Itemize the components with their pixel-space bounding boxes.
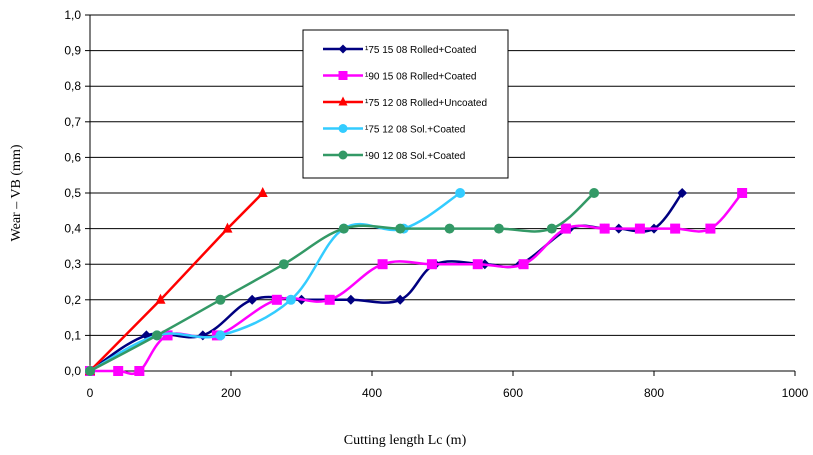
data-point [377, 259, 388, 270]
data-point [455, 188, 466, 198]
data-point [338, 223, 349, 234]
data-point [278, 259, 289, 270]
data-point [338, 124, 348, 133]
legend-entry: ¹75 12 08 Sol.+Coated [323, 124, 465, 136]
data-point [162, 330, 173, 341]
y-tick-label: 1,0 [64, 8, 81, 22]
data-point [444, 223, 455, 234]
data-point [705, 223, 716, 234]
x-tick-labels: 0 200 400 600 800 1000 [87, 386, 809, 400]
data-point [395, 294, 406, 305]
series-1 [85, 188, 688, 376]
legend-label: ¹75 12 08 Sol.+Coated [365, 125, 465, 136]
data-point [493, 223, 504, 234]
data-point [677, 188, 688, 198]
legend: ¹75 15 08 Rolled+Coated ¹90 15 08 Rolled+… [302, 29, 509, 179]
y-tick-label: 0,6 [64, 150, 81, 164]
y-tick-label: 0,0 [64, 364, 81, 378]
data-point [737, 188, 748, 198]
y-tick-label: 0,4 [64, 222, 81, 236]
data-point [589, 188, 600, 198]
series-3 [85, 187, 268, 375]
data-point [134, 366, 145, 376]
data-point [247, 294, 258, 305]
x-tick-label: 400 [362, 386, 382, 400]
series-line [89, 192, 264, 372]
data-point [197, 330, 208, 341]
data-point [85, 366, 95, 376]
data-point [395, 223, 406, 234]
data-point [338, 44, 348, 54]
x-tick-label: 0 [87, 386, 94, 400]
legend-entry: ¹75 15 08 Rolled+Coated [323, 44, 476, 56]
legend-label: ¹90 15 08 Rolled+Coated [365, 72, 476, 83]
legend-box [302, 29, 509, 179]
legend-label: ¹75 15 08 Rolled+Coated [365, 45, 476, 56]
data-point [560, 223, 571, 234]
y-tick-label: 0,7 [64, 115, 81, 129]
data-point [113, 366, 124, 376]
y-axis-title: Wear – VB (mm) [9, 144, 24, 241]
data-point [257, 187, 268, 197]
data-point [338, 150, 348, 160]
x-axis-title: Cutting length Lc (m) [344, 433, 467, 448]
legend-label: ¹75 12 08 Rolled+Uncoated [365, 98, 487, 109]
legend-entry: ¹75 12 08 Rolled+Uncoated [323, 96, 487, 109]
y-tick-label: 0,1 [64, 328, 81, 342]
series-4 [85, 188, 466, 376]
data-point [345, 294, 356, 305]
data-point [599, 223, 610, 234]
legend-entry: ¹90 15 08 Rolled+Coated [323, 71, 476, 83]
y-tick-label: 0,2 [64, 293, 81, 307]
data-point [670, 223, 681, 234]
x-tick-label: 200 [221, 386, 241, 400]
data-point [426, 259, 437, 270]
data-point [338, 96, 348, 106]
series-line [89, 191, 461, 373]
series-group [85, 187, 748, 376]
data-point [634, 223, 645, 234]
data-point [222, 222, 233, 233]
series-line [89, 192, 595, 373]
y-tick-label: 0,8 [64, 79, 81, 93]
data-point [215, 330, 226, 341]
data-point [338, 71, 348, 80]
data-point [546, 223, 557, 234]
data-point [285, 294, 296, 305]
y-tick-label: 0,9 [64, 44, 81, 58]
x-tick-label: 600 [503, 386, 523, 400]
x-tick-label: 800 [644, 386, 664, 400]
data-point [155, 293, 166, 304]
data-point [271, 294, 282, 305]
y-tick-labels: 0,0 0,1 0,2 0,3 0,4 0,5 0,6 0,7 0,8 0,9 1,0 [64, 8, 81, 378]
series-5 [85, 188, 600, 376]
data-point [215, 294, 226, 305]
series-2 [85, 188, 748, 376]
y-tick-label: 0,3 [64, 257, 81, 271]
legend-entry: ¹90 12 08 Sol.+Coated [323, 150, 465, 162]
x-tick-label: 1000 [782, 386, 809, 400]
y-tick-label: 0,5 [64, 186, 81, 200]
axes [89, 15, 795, 372]
data-point [324, 294, 335, 305]
data-point [151, 330, 162, 341]
data-point [518, 259, 529, 270]
legend-label: ¹90 12 08 Sol.+Coated [365, 151, 465, 162]
data-point [472, 259, 483, 270]
